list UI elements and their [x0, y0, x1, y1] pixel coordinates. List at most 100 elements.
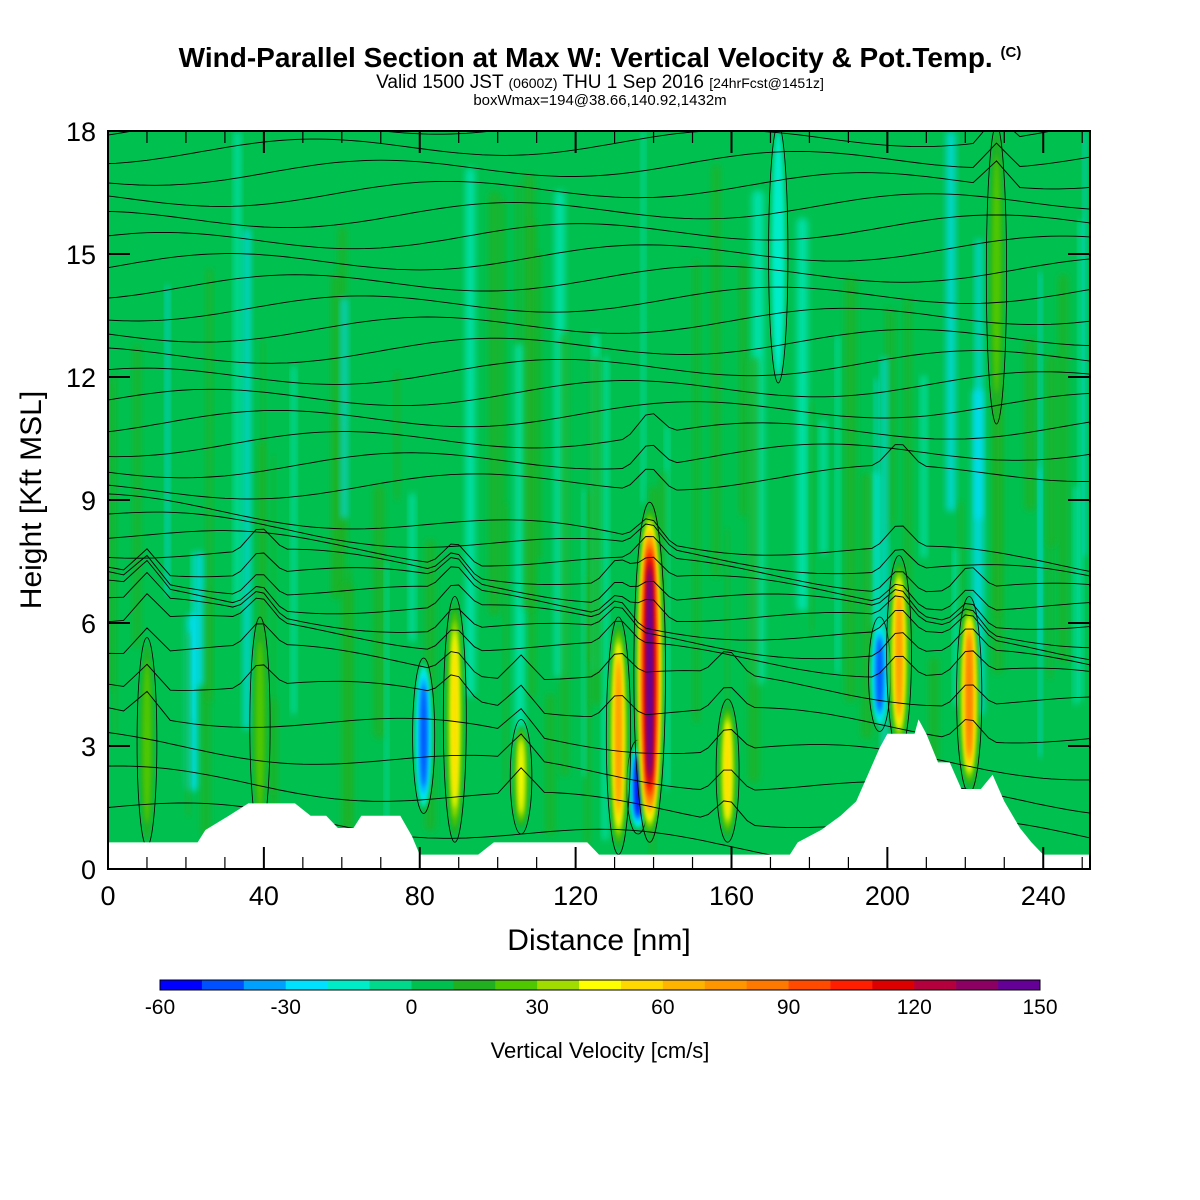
downdraft-contour	[420, 685, 427, 787]
texture-streak	[797, 217, 808, 612]
y-tick-label: 12	[66, 363, 96, 393]
downdraft-contour	[876, 638, 883, 711]
isentrope-line	[108, 142, 1090, 186]
texture-streak	[659, 471, 668, 644]
texture-streak	[1038, 271, 1042, 757]
texture-streak	[409, 493, 416, 642]
isentrope-line	[108, 444, 1090, 500]
texture-streak	[523, 173, 535, 611]
texture-streak	[536, 251, 542, 560]
colorbar-swatch	[453, 980, 496, 990]
colorbar-tick-label: 150	[1022, 996, 1057, 1019]
isentrope-line	[108, 413, 1090, 458]
texture-streak	[271, 455, 276, 796]
texture-streak	[810, 400, 814, 634]
updraft-contour	[452, 640, 458, 799]
updraft-contour	[897, 594, 902, 714]
y-axis: 0 3 6 9 12 15 18	[66, 117, 1090, 885]
texture-streak	[711, 164, 721, 578]
colorbar-swatch	[243, 980, 287, 990]
colorbar-tick-label: -30	[271, 996, 301, 1019]
y-axis-title: Height [Kft MSL]	[15, 391, 48, 609]
isentrope-line	[108, 350, 1090, 385]
colorbar-swatch	[537, 980, 580, 990]
utc-time: (0600Z)	[508, 75, 558, 91]
isentrope-line	[108, 593, 1090, 678]
chart-subtitle: Valid 1500 JST (0600Z) THU 1 Sep 2016 [2…	[0, 72, 1200, 94]
forecast-info: [24hrFcst@1451z]	[709, 75, 824, 91]
colorbar-swatch	[662, 980, 706, 990]
updraft-contour	[725, 726, 731, 816]
isentrope-line	[108, 131, 496, 136]
colorbar-swatch	[872, 980, 915, 990]
texture-streak	[206, 268, 213, 702]
colorbar-swatch	[285, 980, 329, 990]
colorbar-swatch	[495, 980, 538, 990]
isentrope-line	[108, 559, 1090, 661]
texture-streak	[108, 378, 113, 690]
x-tick-label: 240	[1021, 881, 1066, 911]
texture-streak	[1073, 486, 1079, 705]
y-tick-label: 9	[81, 486, 96, 516]
texture-streak	[1024, 338, 1037, 512]
updraft-outline	[715, 698, 740, 843]
texture-streak	[503, 503, 508, 787]
updraft-contour	[992, 155, 1001, 394]
texture-streak	[560, 332, 569, 777]
x-tick-label: 200	[865, 881, 910, 911]
texture-streak	[243, 228, 251, 730]
colorbar-swatch	[369, 980, 412, 990]
colorbar-swatch	[160, 980, 203, 990]
texture-streak	[186, 632, 191, 816]
texture-streak	[835, 335, 840, 675]
x-axis-title: Distance [nm]	[507, 924, 690, 957]
isentrope-line	[108, 548, 1090, 630]
y-tick-label: 15	[66, 240, 96, 270]
texture-streak	[194, 551, 204, 687]
texture-streak	[861, 472, 873, 740]
y-tick-label: 0	[81, 855, 96, 885]
y-tick-label: 6	[81, 609, 96, 639]
x-tick-label: 120	[553, 881, 598, 911]
texture-streak	[394, 371, 400, 501]
texture-streak	[499, 198, 506, 589]
colorbar-tick-label: 30	[525, 996, 548, 1019]
texture-streak	[1078, 219, 1083, 701]
downdraft-contour	[771, 131, 785, 377]
updraft-contour	[518, 740, 524, 813]
texture-streak	[602, 356, 609, 841]
colorbar-swatch	[327, 980, 371, 990]
updraft-outline	[605, 616, 632, 855]
colorbar-frame	[159, 979, 1041, 991]
isentrope-line	[108, 307, 1090, 343]
isentrope-line	[108, 528, 1090, 611]
colorbar-swatch	[830, 980, 873, 990]
isentrope-line	[108, 160, 1090, 207]
isentrope-line	[108, 392, 1090, 433]
colorbar-tick-label: 0	[406, 996, 418, 1019]
texture-streak	[641, 131, 646, 504]
colorbar-swatch	[620, 980, 664, 990]
chart-title: Wind-Parallel Section at Max W: Vertical…	[0, 42, 1200, 74]
texture-streak	[112, 373, 117, 737]
texture-streak	[693, 259, 700, 724]
isentrope-line	[108, 328, 1090, 364]
x-tick-label: 80	[405, 881, 435, 911]
valid-date: THU 1 Sep 2016	[562, 72, 704, 93]
isentrope-line	[108, 571, 1090, 666]
isentrope-line	[108, 530, 1090, 593]
y-tick-label: 18	[66, 117, 96, 147]
texture-streak	[739, 260, 747, 517]
colorbar: -60 -30 0 30 60 90 120 150	[145, 979, 1058, 1019]
potential-temperature-contours	[108, 131, 1090, 866]
isentrope-line	[108, 371, 1090, 407]
texture-streak	[385, 561, 389, 869]
updraft-contour	[142, 660, 152, 824]
colorbar-tick-label: 90	[777, 996, 800, 1019]
texture-streak	[1083, 131, 1087, 556]
texture-streak	[946, 131, 956, 512]
isentrope-line	[108, 493, 1090, 572]
texture-streak	[584, 576, 591, 846]
isentrope-line	[108, 286, 1090, 322]
texture-streak	[545, 693, 555, 836]
